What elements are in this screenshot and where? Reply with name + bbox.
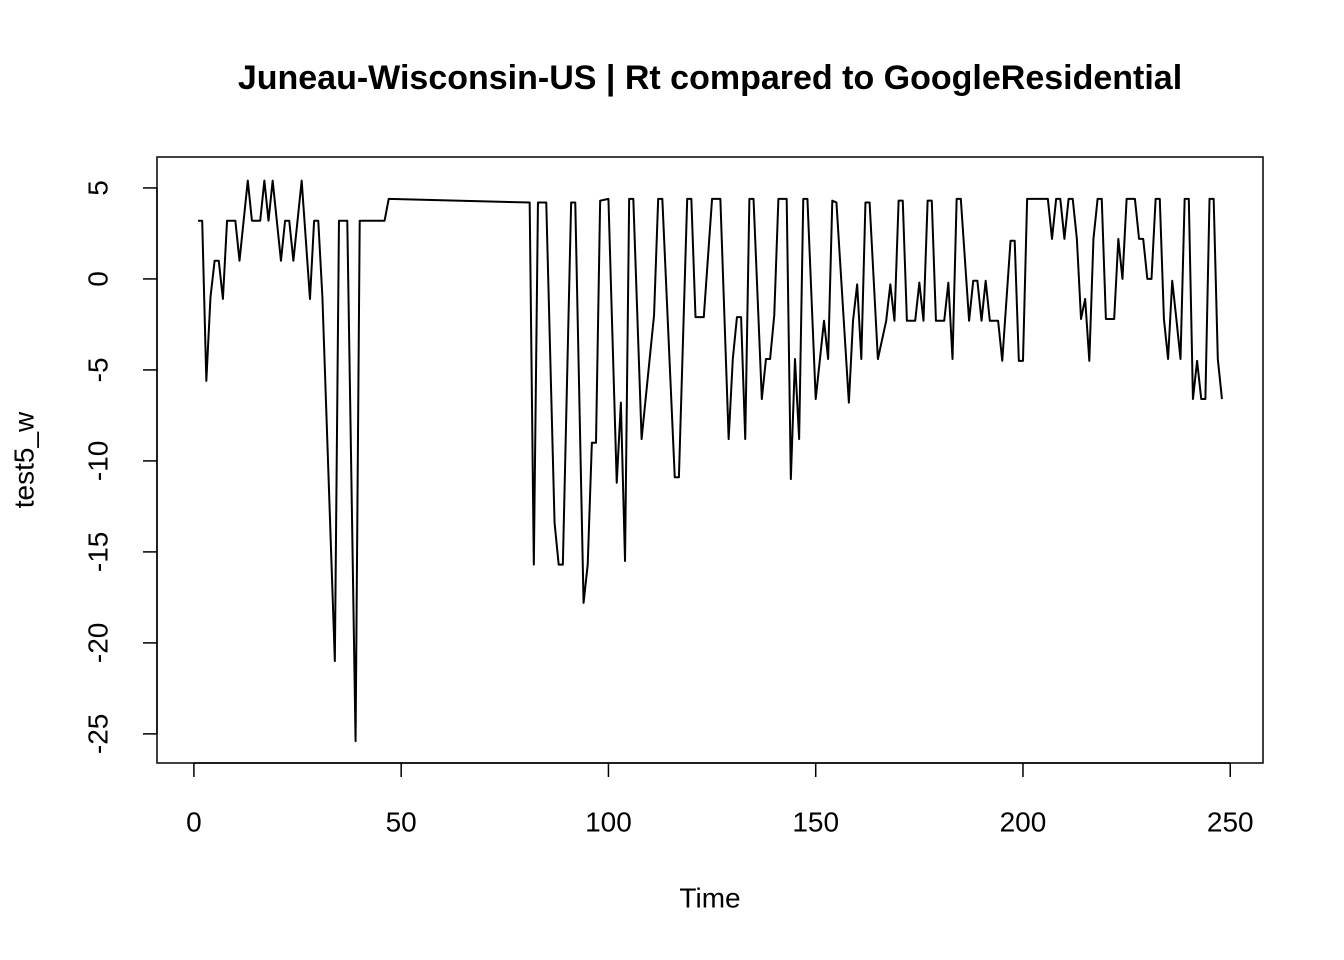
x-tick-label: 100 bbox=[585, 806, 632, 837]
y-tick-label: -5 bbox=[82, 357, 113, 382]
y-tick-label: 0 bbox=[82, 271, 113, 287]
x-tick-label: 50 bbox=[386, 806, 417, 837]
x-tick-label: 250 bbox=[1207, 806, 1254, 837]
x-tick-label: 0 bbox=[186, 806, 202, 837]
y-tick-label: -20 bbox=[82, 623, 113, 663]
x-axis-label: Time bbox=[679, 882, 740, 913]
data-line bbox=[198, 179, 1223, 743]
y-tick-label: -15 bbox=[82, 532, 113, 572]
chart-title: Juneau-Wisconsin-US | Rt compared to Goo… bbox=[238, 59, 1182, 97]
x-tick-label: 150 bbox=[792, 806, 839, 837]
y-tick-label: 5 bbox=[82, 180, 113, 196]
y-tick-label: -25 bbox=[82, 714, 113, 754]
x-tick-label: 200 bbox=[1000, 806, 1047, 837]
plot-box bbox=[156, 156, 1264, 764]
y-axis-label: test5_w bbox=[8, 411, 39, 508]
y-tick-label: -10 bbox=[82, 441, 113, 481]
